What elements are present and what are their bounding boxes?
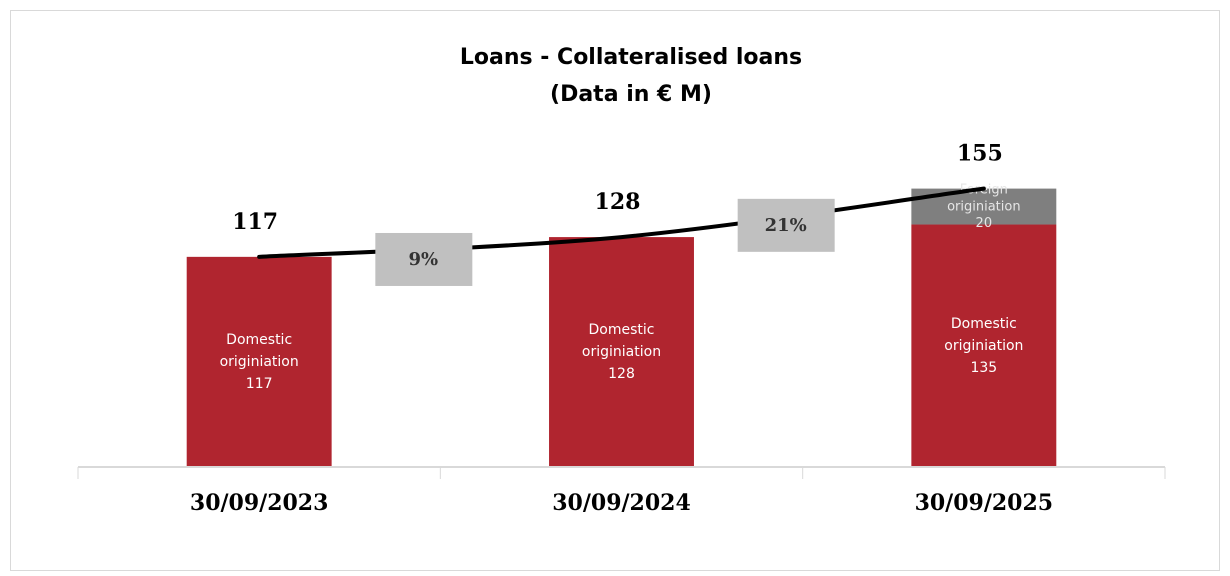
totals-line: [257, 186, 986, 259]
chart-subtitle: (Data in € M): [550, 82, 712, 107]
x-tick-label: 30/09/2024: [552, 490, 691, 516]
bar-segment: [911, 224, 1057, 467]
growth-box: [737, 198, 835, 252]
bar-segment: [549, 237, 694, 467]
total-label: 155: [957, 141, 1003, 167]
segment-value: 128: [608, 366, 635, 382]
x-tick-label: 30/09/2025: [915, 490, 1054, 516]
total-label: 117: [232, 209, 278, 235]
x-tick-label: 30/09/2023: [190, 490, 329, 516]
segment-name: Domestic originiation: [944, 316, 1023, 354]
growth-label: 9%: [409, 249, 439, 270]
total-label: 128: [595, 189, 641, 215]
growth-box: [375, 232, 473, 286]
growth-label: 21%: [765, 215, 807, 236]
segment-value: 20: [976, 216, 993, 231]
segment-name: Domestic originiation: [582, 322, 661, 360]
bar-segment: [186, 256, 332, 467]
chart-title: Loans - Collateralised loans: [460, 45, 802, 70]
segment-name: Domestic originiation: [220, 332, 299, 370]
segment-value: 135: [970, 360, 997, 376]
segment-value: 117: [246, 376, 273, 392]
